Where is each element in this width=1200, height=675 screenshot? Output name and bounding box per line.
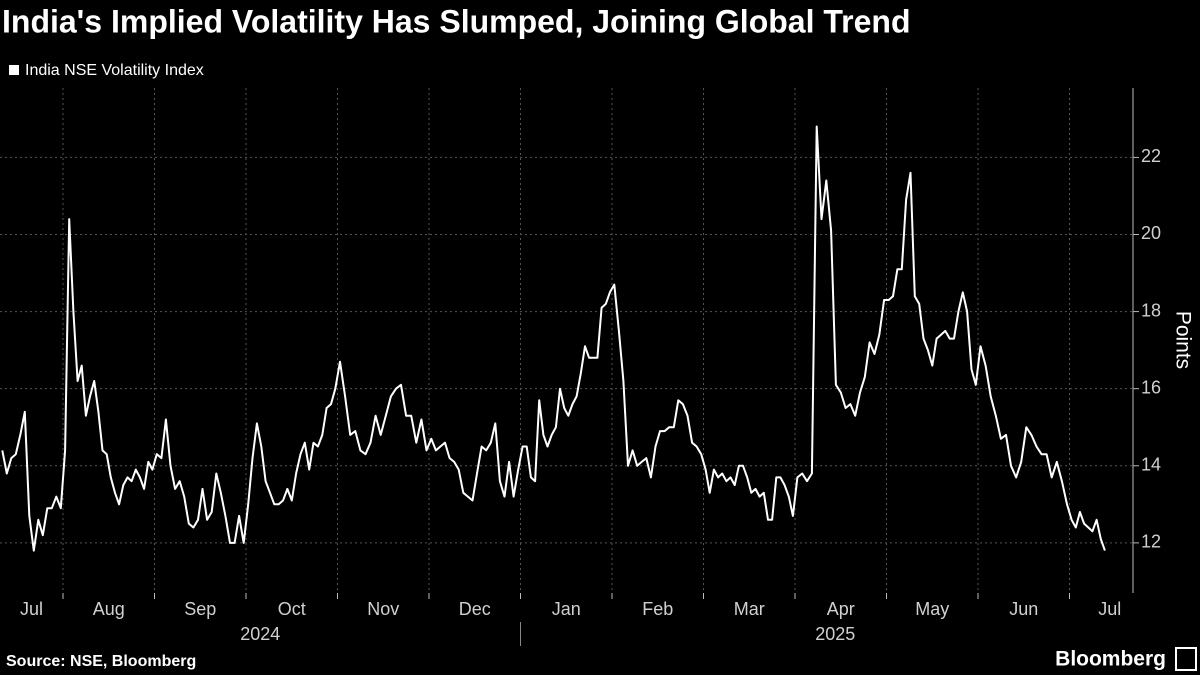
line-series bbox=[1, 125, 1106, 552]
x-tick-label: Feb bbox=[642, 599, 673, 619]
y-tick-label: 12 bbox=[1141, 532, 1161, 552]
source: Source: NSE, Bloomberg bbox=[6, 653, 196, 670]
x-tick-label: Aug bbox=[93, 599, 125, 619]
x-tick-label: Sep bbox=[184, 599, 216, 619]
y-axis-label: Points bbox=[1171, 311, 1194, 369]
y-tick-label: 14 bbox=[1141, 455, 1161, 475]
x-tick-label: Mar bbox=[734, 599, 765, 619]
x-tick-label: Oct bbox=[278, 599, 306, 619]
x-tick-label: Jan bbox=[552, 599, 581, 619]
year-label: 2024 bbox=[240, 624, 280, 644]
x-tick-label: Jul bbox=[1098, 599, 1121, 619]
brand-icon bbox=[1175, 647, 1197, 671]
x-tick-label: Jun bbox=[1009, 599, 1038, 619]
y-tick-label: 22 bbox=[1141, 146, 1161, 166]
year-label: 2025 bbox=[815, 624, 855, 644]
x-tick-label: Nov bbox=[367, 599, 399, 619]
chart-title: India's Implied Volatility Has Slumped, … bbox=[2, 3, 910, 39]
brand: Bloomberg bbox=[1055, 648, 1166, 671]
x-tick-label: Dec bbox=[459, 599, 491, 619]
legend-swatch bbox=[9, 65, 19, 75]
y-tick-label: 20 bbox=[1141, 223, 1161, 243]
x-tick-label: Jul bbox=[20, 599, 43, 619]
legend-label: India NSE Volatility Index bbox=[25, 62, 204, 79]
x-tick-label: May bbox=[915, 599, 949, 619]
y-tick-label: 16 bbox=[1141, 377, 1161, 397]
y-tick-label: 18 bbox=[1141, 300, 1161, 320]
x-tick-label: Apr bbox=[827, 599, 855, 619]
